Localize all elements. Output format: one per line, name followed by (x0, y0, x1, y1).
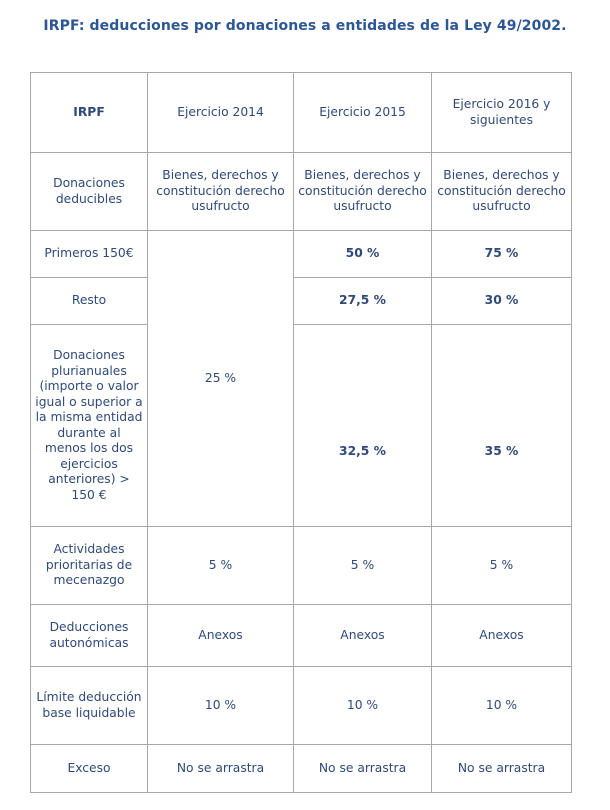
table-header-row: IRPF Ejercicio 2014 Ejercicio 2015 Ejerc… (30, 72, 572, 153)
row-limite: Límite deducción base liquidable 10 % 10… (30, 666, 572, 745)
row-donaciones-deducibles: Donaciones deducibles Bienes, derechos y… (30, 152, 572, 231)
cell-limite-2016: 10 % (431, 666, 572, 745)
cell-autonomicas-2016: Anexos (431, 604, 572, 667)
header-2014: Ejercicio 2014 (147, 72, 294, 153)
cell-autonomicas-2014: Anexos (147, 604, 294, 667)
label-limite: Límite deducción base liquidable (30, 666, 148, 745)
cell-deducibles-2014: Bienes, derechos y constitución derecho … (147, 152, 294, 231)
row-autonomicas: Deducciones autonómicas Anexos Anexos An… (30, 604, 572, 667)
page-title: IRPF: deducciones por donaciones a entid… (43, 18, 567, 34)
cell-primeros-2016: 75 % (431, 230, 572, 278)
cell-plurianuales-2015: 32,5 % (293, 324, 432, 527)
cell-mecenazgo-2014: 5 % (147, 526, 294, 605)
row-resto: Resto 27,5 % 30 % (30, 277, 572, 325)
label-primeros-150: Primeros 150€ (30, 230, 148, 278)
label-donaciones-deducibles: Donaciones deducibles (30, 152, 148, 231)
cell-exceso-2016: No se arrastra (431, 744, 572, 793)
cell-plurianuales-2016: 35 % (431, 324, 572, 527)
cell-exceso-2014: No se arrastra (147, 744, 294, 793)
cell-autonomicas-2015: Anexos (293, 604, 432, 667)
cell-deducibles-2015: Bienes, derechos y constitución derecho … (293, 152, 432, 231)
cell-merged-2014: 25 % (147, 230, 294, 527)
header-2016: Ejercicio 2016 y siguientes (431, 72, 572, 153)
row-mecenazgo: Actividades prioritarias de mecenazgo 5 … (30, 526, 572, 605)
cell-deducibles-2016: Bienes, derechos y constitución derecho … (431, 152, 572, 231)
label-mecenazgo: Actividades prioritarias de mecenazgo (30, 526, 148, 605)
header-irpf: IRPF (30, 72, 148, 153)
header-2015: Ejercicio 2015 (293, 72, 432, 153)
cell-limite-2015: 10 % (293, 666, 432, 745)
row-plurianuales: Donaciones plurianuales (importe o valor… (30, 324, 572, 527)
cell-mecenazgo-2015: 5 % (293, 526, 432, 605)
label-autonomicas: Deducciones autonómicas (30, 604, 148, 667)
cell-primeros-2015: 50 % (293, 230, 432, 278)
irpf-deductions-table: IRPF Ejercicio 2014 Ejercicio 2015 Ejerc… (30, 72, 572, 793)
row-primeros-150: Primeros 150€ 25 % 50 % 75 % (30, 230, 572, 527)
label-exceso: Exceso (30, 744, 148, 793)
row-exceso: Exceso No se arrastra No se arrastra No … (30, 744, 572, 793)
cell-limite-2014: 10 % (147, 666, 294, 745)
label-resto: Resto (30, 277, 148, 325)
cell-mecenazgo-2016: 5 % (431, 526, 572, 605)
cell-resto-2016: 30 % (431, 277, 572, 325)
cell-resto-2015: 27,5 % (293, 277, 432, 325)
label-plurianuales: Donaciones plurianuales (importe o valor… (30, 324, 148, 527)
cell-exceso-2015: No se arrastra (293, 744, 432, 793)
